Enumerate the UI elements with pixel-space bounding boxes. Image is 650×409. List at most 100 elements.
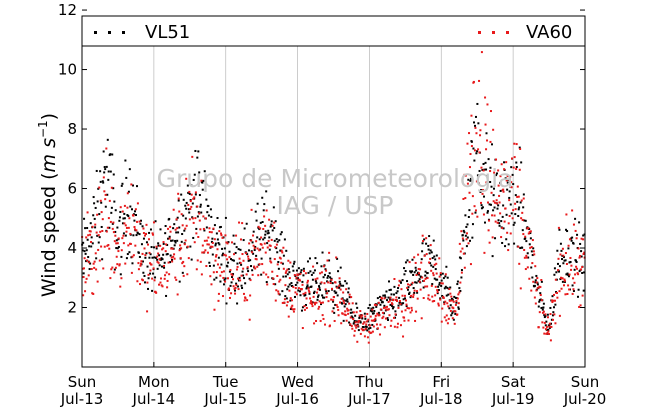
data-point [136, 185, 139, 188]
data-point [155, 291, 158, 294]
data-point [406, 280, 409, 283]
data-point [205, 198, 208, 201]
data-point [273, 221, 276, 224]
data-point [524, 219, 527, 222]
data-point [191, 155, 194, 158]
data-point [195, 268, 198, 271]
data-point [534, 281, 537, 284]
data-point [398, 300, 401, 303]
data-point [256, 236, 259, 239]
data-point [192, 178, 195, 181]
data-point [574, 217, 577, 220]
data-point [339, 288, 342, 291]
data-point [499, 175, 502, 178]
data-point [259, 227, 262, 230]
data-point [323, 273, 326, 276]
data-point [325, 296, 328, 299]
data-point [206, 211, 209, 214]
data-point [155, 245, 158, 248]
data-point [500, 163, 503, 166]
data-point [289, 261, 292, 264]
data-point [445, 294, 448, 297]
data-point [359, 332, 362, 335]
data-point [472, 80, 475, 83]
data-point [153, 279, 156, 282]
data-point [330, 298, 333, 301]
data-point [141, 252, 144, 255]
data-point [132, 214, 135, 217]
data-point [113, 240, 116, 243]
data-point [277, 260, 280, 263]
data-point [383, 304, 386, 307]
data-point [498, 222, 501, 225]
data-point [262, 209, 265, 212]
data-point [389, 303, 392, 306]
data-point [521, 246, 524, 249]
data-point [113, 200, 116, 203]
data-point [89, 230, 92, 233]
data-point [479, 189, 482, 192]
data-point [373, 319, 376, 322]
data-point [378, 314, 381, 317]
data-point [403, 267, 406, 270]
data-point [518, 146, 521, 149]
data-point [541, 311, 544, 314]
data-point [98, 236, 101, 239]
data-point [446, 286, 449, 289]
data-point [169, 230, 172, 233]
data-point [546, 316, 549, 319]
data-point [509, 175, 512, 178]
data-point [268, 236, 271, 239]
data-point [442, 277, 445, 280]
data-point [359, 321, 362, 324]
data-point [148, 251, 151, 254]
data-point [513, 156, 516, 159]
data-point [90, 267, 93, 270]
data-point [360, 327, 363, 330]
data-point [214, 259, 217, 262]
legend: VL51 VA60 [81, 15, 586, 47]
data-point [182, 214, 185, 217]
data-point [365, 320, 368, 323]
data-point [551, 301, 554, 304]
data-point [149, 262, 152, 265]
data-point [511, 157, 514, 160]
data-point [195, 227, 198, 230]
data-point [382, 306, 385, 309]
data-point [444, 275, 447, 278]
data-point [304, 303, 307, 306]
data-point [276, 263, 279, 266]
data-point [93, 266, 96, 269]
data-point [178, 210, 181, 213]
data-point [544, 315, 547, 318]
series-va60 [81, 51, 586, 344]
data-point [178, 249, 181, 252]
data-point [377, 311, 380, 314]
data-point [571, 284, 574, 287]
data-point [313, 301, 316, 304]
data-point [522, 206, 525, 209]
data-point [114, 230, 117, 233]
data-point [216, 248, 219, 251]
data-point [523, 256, 526, 259]
data-point [120, 255, 123, 258]
data-point [195, 232, 198, 235]
data-point [538, 311, 541, 314]
data-point [316, 277, 319, 280]
data-point [223, 278, 226, 281]
data-point [128, 168, 131, 171]
data-point [489, 203, 492, 206]
data-point [499, 181, 502, 184]
data-point [102, 267, 105, 270]
data-point [311, 278, 314, 281]
data-point [283, 301, 286, 304]
x-tick-label-date: Jul-13 [60, 390, 104, 408]
data-point [185, 177, 188, 180]
data-point [565, 213, 568, 216]
data-point [89, 222, 92, 225]
data-point [248, 277, 251, 280]
data-point [418, 278, 421, 281]
data-point [165, 253, 168, 256]
data-point [388, 280, 391, 283]
data-point [438, 275, 441, 278]
